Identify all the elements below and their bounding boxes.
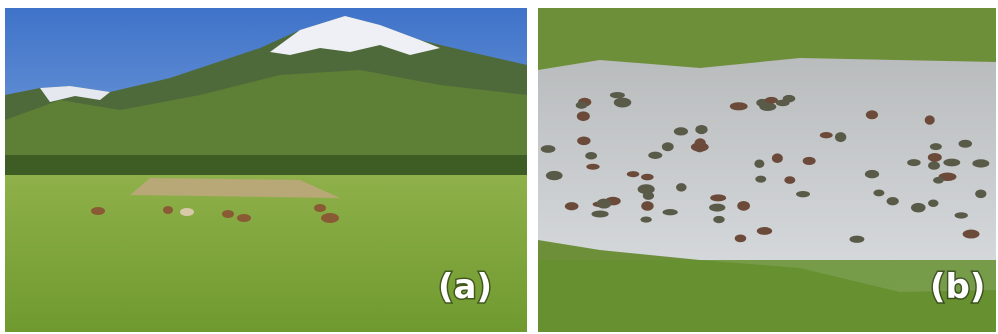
bird bbox=[729, 102, 748, 111]
bird bbox=[928, 199, 939, 208]
mountain-slope bbox=[5, 70, 527, 170]
bird bbox=[577, 136, 591, 146]
bird bbox=[662, 209, 678, 216]
bird bbox=[585, 151, 598, 160]
foreground-grass bbox=[538, 260, 996, 332]
bird bbox=[576, 111, 590, 122]
bird bbox=[954, 212, 968, 219]
bird bbox=[927, 152, 942, 162]
bird bbox=[910, 202, 926, 213]
bird bbox=[764, 96, 778, 104]
bird bbox=[710, 194, 727, 202]
snow bbox=[40, 86, 110, 102]
bird bbox=[609, 91, 625, 99]
snow bbox=[270, 16, 440, 55]
bird bbox=[958, 139, 973, 148]
bird bbox=[849, 235, 865, 243]
field bbox=[5, 175, 527, 332]
horse bbox=[222, 210, 234, 218]
bird bbox=[695, 124, 708, 135]
panel-label: (a) bbox=[438, 267, 492, 307]
bird bbox=[907, 159, 921, 167]
bird bbox=[545, 170, 563, 181]
bird bbox=[962, 229, 980, 239]
bird bbox=[713, 215, 725, 224]
bird bbox=[673, 127, 689, 136]
bird bbox=[641, 173, 654, 181]
dirt-patch bbox=[130, 178, 340, 198]
bird bbox=[928, 161, 940, 170]
treeline bbox=[5, 155, 527, 177]
bird bbox=[690, 142, 709, 152]
horse bbox=[321, 213, 339, 223]
bird bbox=[596, 198, 612, 209]
bird bbox=[972, 159, 990, 168]
bird bbox=[564, 202, 579, 211]
horse bbox=[180, 208, 194, 216]
bird bbox=[586, 163, 600, 170]
horse bbox=[237, 214, 251, 222]
bird bbox=[865, 110, 879, 120]
bird bbox=[737, 200, 750, 211]
horse bbox=[91, 207, 105, 215]
bird bbox=[755, 175, 767, 183]
bird bbox=[933, 176, 944, 184]
bird bbox=[784, 176, 796, 184]
bird bbox=[641, 201, 654, 211]
bird bbox=[575, 101, 588, 109]
water bbox=[538, 58, 996, 292]
bird bbox=[802, 156, 816, 166]
bird bbox=[648, 151, 663, 159]
bird bbox=[886, 196, 899, 206]
panel-label: (b) bbox=[930, 267, 985, 307]
bird bbox=[637, 184, 655, 195]
bird bbox=[754, 159, 765, 169]
horse bbox=[163, 206, 173, 214]
panel-b: (b) bbox=[538, 8, 996, 332]
bird bbox=[771, 153, 783, 164]
bird bbox=[834, 132, 847, 143]
horses bbox=[91, 204, 339, 223]
bird bbox=[709, 203, 726, 212]
bird bbox=[640, 216, 652, 223]
bird bbox=[924, 115, 935, 125]
bird bbox=[756, 227, 773, 235]
bird bbox=[873, 189, 885, 197]
bird bbox=[540, 145, 556, 153]
panel-a: (a) bbox=[5, 8, 527, 332]
bird bbox=[661, 142, 674, 152]
bird bbox=[591, 210, 609, 218]
bird bbox=[943, 158, 961, 167]
bird bbox=[734, 234, 747, 243]
bird bbox=[796, 190, 810, 198]
bird bbox=[626, 171, 640, 178]
bird bbox=[613, 97, 632, 108]
bird bbox=[975, 189, 987, 199]
bird bbox=[864, 169, 880, 179]
bird bbox=[676, 183, 687, 192]
horse bbox=[314, 204, 326, 212]
bird bbox=[775, 99, 790, 107]
birds bbox=[540, 91, 990, 243]
bird bbox=[819, 132, 833, 139]
bird bbox=[929, 143, 942, 151]
